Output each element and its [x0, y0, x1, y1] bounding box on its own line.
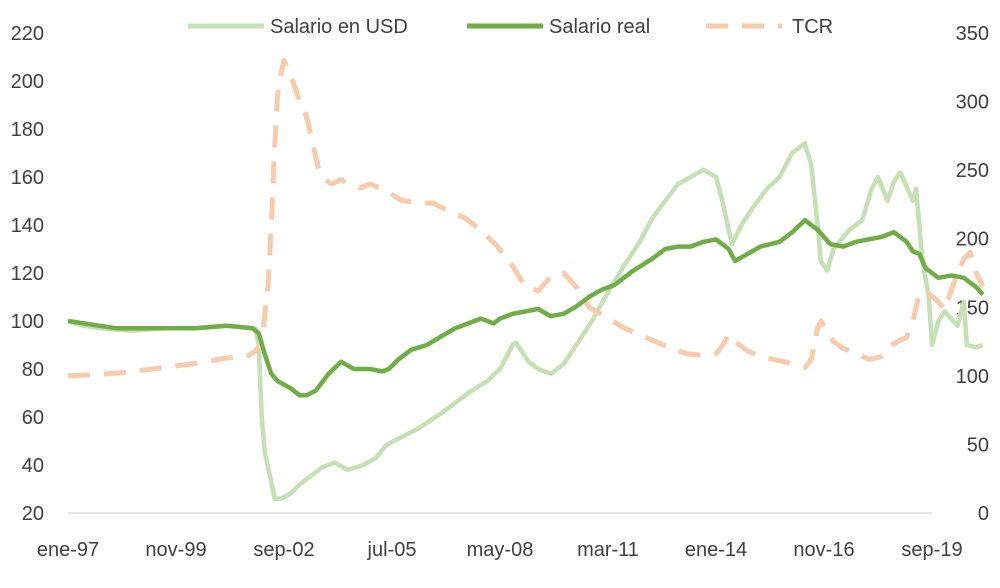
- left-y-tick-label: 220: [11, 23, 44, 45]
- x-tick-label: nov-16: [793, 539, 854, 561]
- left-y-tick-label: 80: [22, 359, 44, 381]
- legend-item-tcr: TCR: [706, 16, 833, 38]
- right-y-tick-label: 250: [956, 160, 989, 182]
- x-tick-label: ene-97: [37, 539, 99, 561]
- series-line-salario-en-usd: [67, 141, 984, 501]
- series-line-tcr: [67, 57, 986, 379]
- series-line-salario-real: [67, 217, 985, 398]
- x-tick-label: mar-11: [577, 539, 639, 561]
- plot-area: [67, 57, 986, 501]
- right-y-tick-label: 50: [967, 434, 989, 456]
- left-y-tick-label: 160: [11, 167, 44, 189]
- x-tick-label: nov-99: [145, 539, 206, 561]
- legend-label: Salario real: [549, 16, 650, 38]
- left-y-tick-label: 60: [22, 407, 44, 429]
- left-y-tick-label: 180: [11, 119, 44, 141]
- right-y-tick-label: 200: [956, 229, 989, 251]
- left-y-tick-label: 200: [11, 71, 44, 93]
- right-y-tick-label: 100: [956, 366, 989, 388]
- x-tick-label: sep-02: [253, 539, 314, 561]
- x-tick-label: sep-19: [901, 539, 962, 561]
- left-y-tick-label: 40: [22, 455, 44, 477]
- x-axis-labels: ene-97 nov-99 sep-02 jul-05 may-08 mar-11 ene-…: [37, 539, 963, 561]
- left-y-tick-label: 20: [22, 503, 44, 525]
- right-y-tick-label: 300: [956, 92, 989, 114]
- left-y-tick-label: 120: [11, 263, 44, 285]
- x-tick-label: jul-05: [367, 539, 417, 561]
- left-y-tick-label: 140: [11, 215, 44, 237]
- right-y-tick-label: 350: [956, 23, 989, 45]
- left-y-axis: 20 40 60 80 100 120 140 160 180 200 220: [11, 23, 44, 525]
- legend-item-salario-real: Salario real: [467, 16, 650, 38]
- right-y-tick-label: 0: [978, 503, 989, 525]
- legend-label: Salario en USD: [270, 16, 408, 38]
- x-tick-label: may-08: [467, 539, 534, 561]
- legend: Salario en USD Salario real TCR: [188, 16, 833, 38]
- left-y-tick-label: 100: [11, 311, 44, 333]
- x-tick-label: ene-14: [685, 539, 747, 561]
- legend-label: TCR: [792, 16, 833, 38]
- legend-item-salario-en-usd: Salario en USD: [188, 16, 408, 38]
